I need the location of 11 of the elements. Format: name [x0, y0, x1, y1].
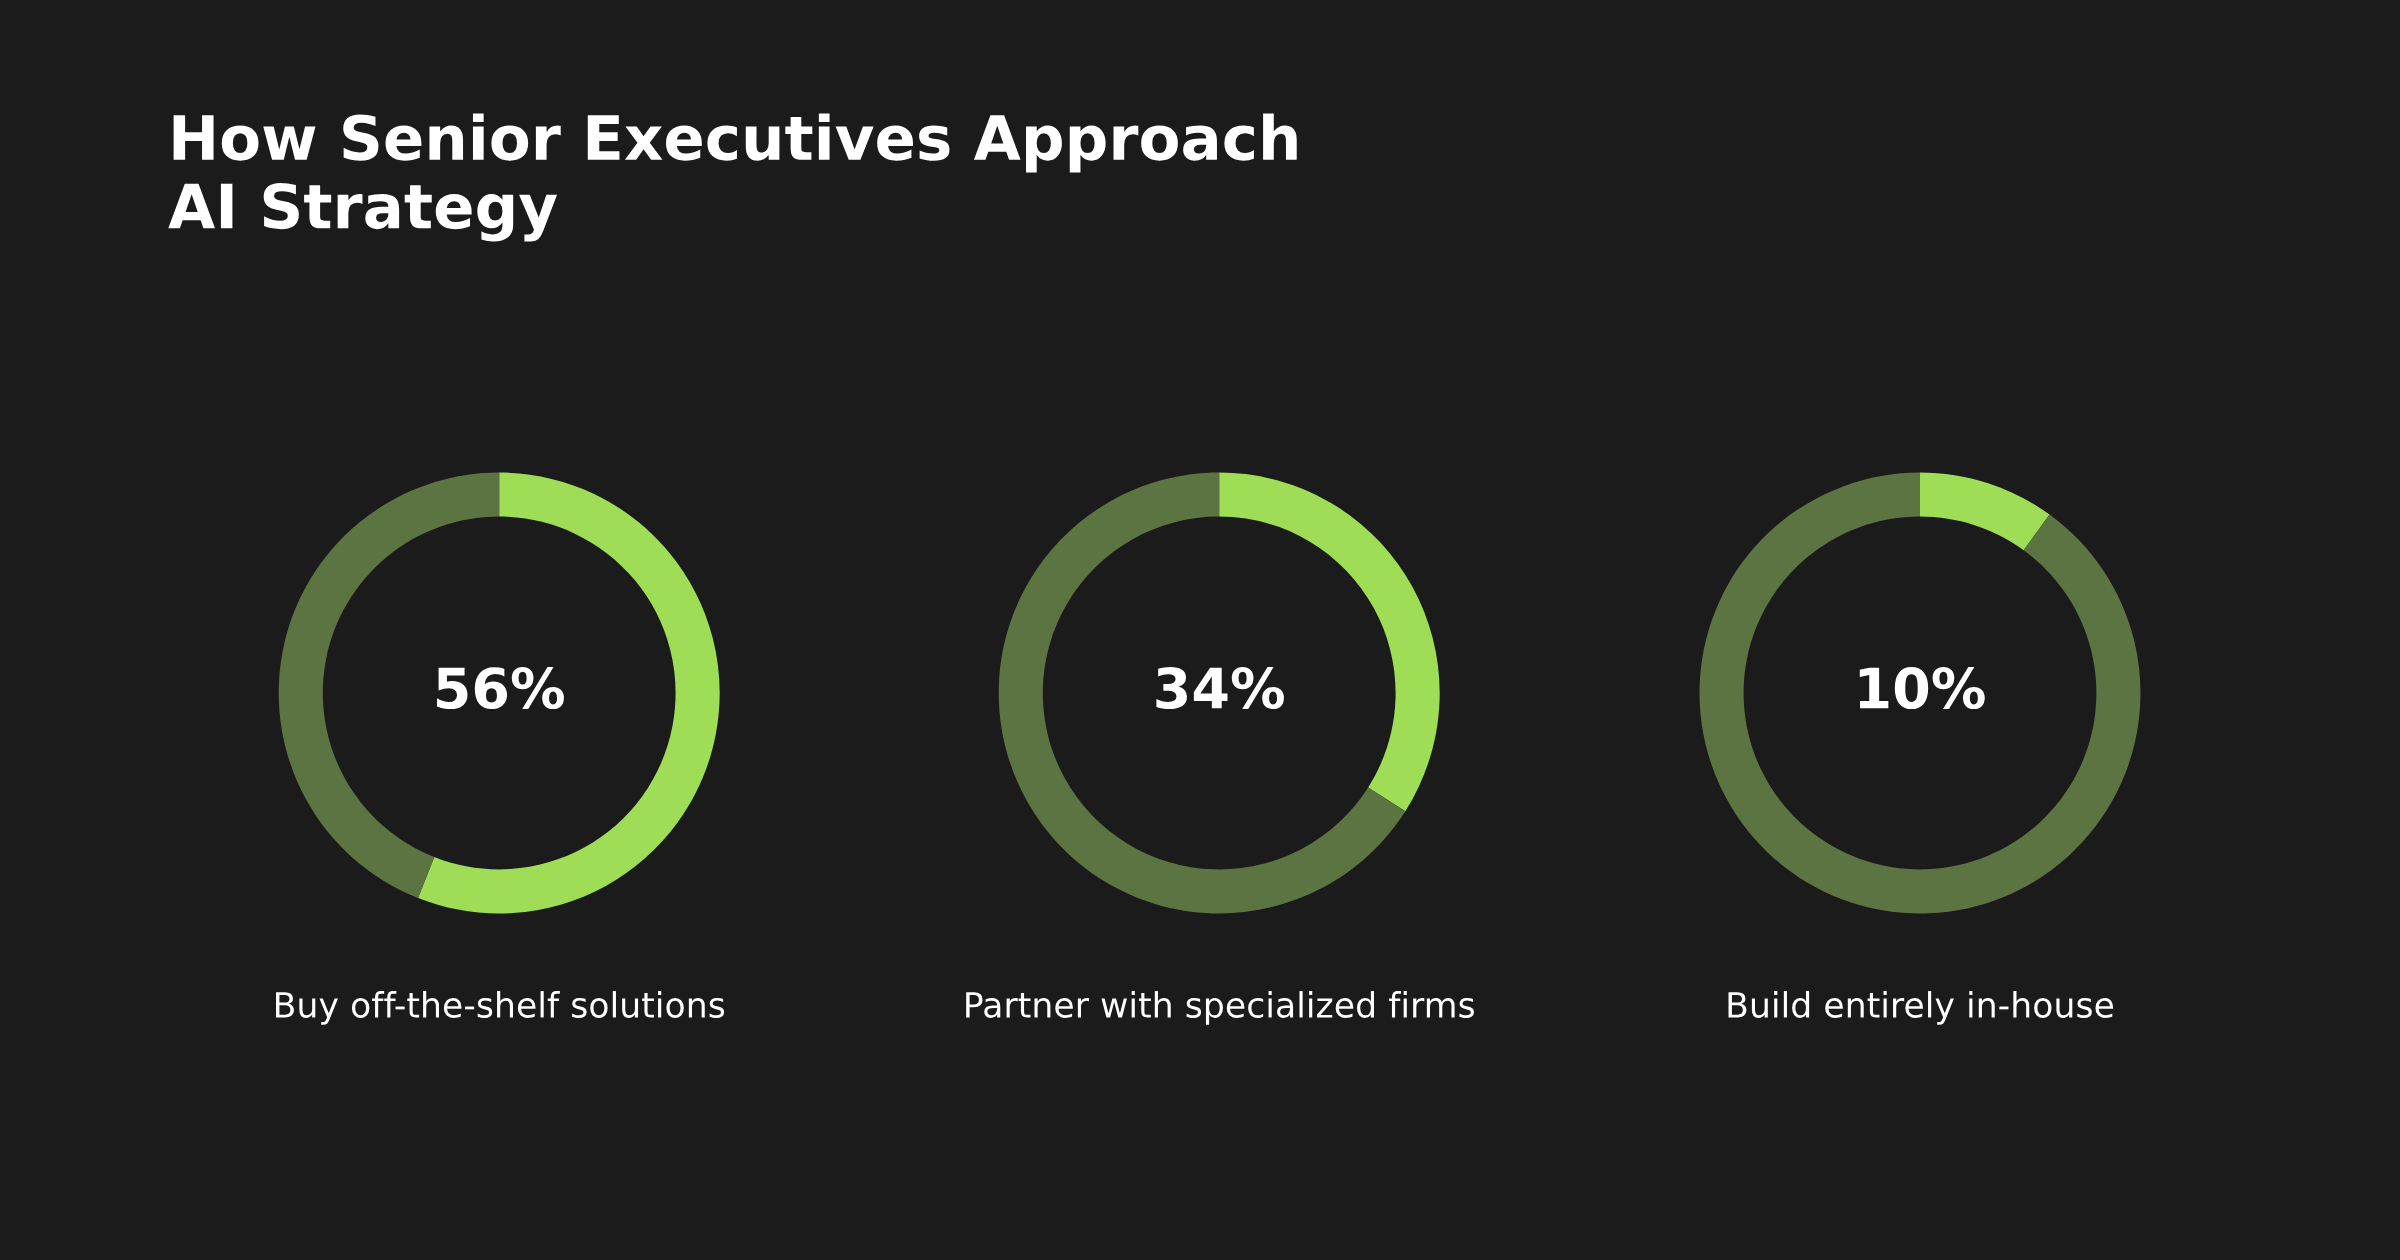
- chart-title: How Senior Executives Approach AI Strategy: [168, 113, 1297, 242]
- donut-slice: [1699, 472, 2141, 914]
- data-label: 10%: [1859, 667, 1985, 710]
- text: Build entirely in-house: [1728, 991, 2114, 1025]
- donut-slice: [998, 472, 1406, 914]
- text: Partner with specialized firms: [966, 991, 1474, 1025]
- text: Buy off-the-shelf solutions: [276, 991, 725, 1025]
- data-label: 34%: [1156, 667, 1284, 710]
- donut-slice: [418, 472, 720, 914]
- data-label: 56%: [437, 667, 564, 710]
- donut-slice: [1920, 472, 2050, 551]
